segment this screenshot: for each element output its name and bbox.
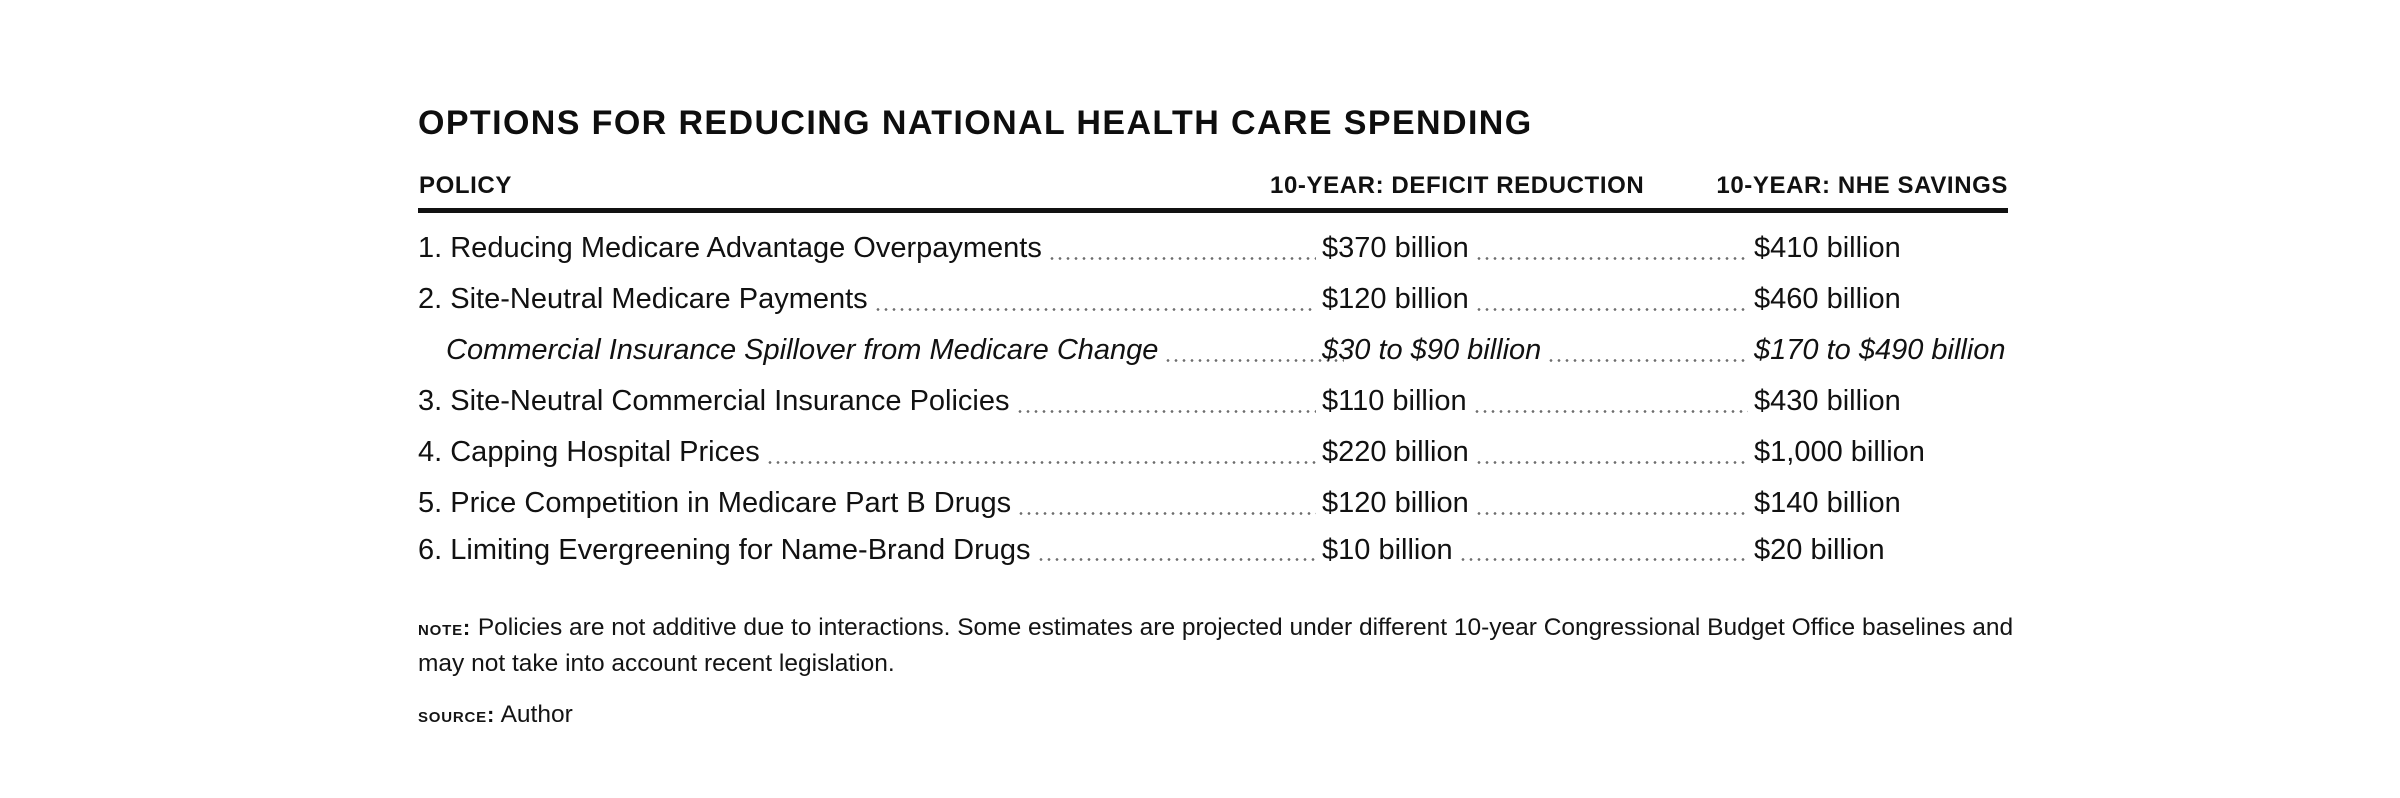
nhe-cell: $430 billion <box>1754 385 1901 417</box>
policy-cell: Commercial Insurance Spillover from Medi… <box>446 334 1159 366</box>
deficit-cell: $120 billion <box>1322 487 1469 519</box>
table-row: 4. Capping Hospital Prices $220 billion … <box>418 427 2008 478</box>
dot-leader <box>1474 461 1748 464</box>
table-title: OPTIONS FOR REDUCING NATIONAL HEALTH CAR… <box>418 104 1533 142</box>
policy-cell: 3. Site-Neutral Commercial Insurance Pol… <box>418 385 1010 417</box>
nhe-cell: $460 billion <box>1754 283 1901 315</box>
table-note: NOTE: Policies are not additive due to i… <box>418 610 2018 682</box>
dot-leader <box>1017 512 1316 515</box>
policy-cell: 6. Limiting Evergreening for Name-Brand … <box>418 534 1031 566</box>
table-row-subitem: Commercial Insurance Spillover from Medi… <box>418 325 2008 376</box>
dot-leader <box>1474 512 1748 515</box>
dot-leader <box>1164 359 1344 362</box>
note-text: Policies are not additive due to interac… <box>418 614 2014 677</box>
table-row: 2. Site-Neutral Medicare Payments $120 b… <box>418 274 2008 325</box>
dot-leader <box>1036 558 1316 561</box>
column-header-deficit-reduction: 10-YEAR: DEFICIT REDUCTION <box>1270 172 1645 199</box>
policy-cell: 5. Price Competition in Medicare Part B … <box>418 487 1012 519</box>
deficit-cell: $110 billion <box>1322 385 1467 417</box>
deficit-cell: $370 billion <box>1322 232 1469 264</box>
deficit-cell: $10 billion <box>1322 534 1453 566</box>
table-body: 1. Reducing Medicare Advantage Overpayme… <box>418 223 2008 572</box>
deficit-cell: $220 billion <box>1322 436 1469 468</box>
policy-cell: 2. Site-Neutral Medicare Payments <box>418 283 868 315</box>
deficit-cell: $120 billion <box>1322 283 1469 315</box>
deficit-cell: $30 to $90 billion <box>1322 334 1542 366</box>
column-header-policy: POLICY <box>419 172 512 199</box>
table-source: SOURCE: Author <box>418 698 2008 732</box>
nhe-cell: $20 billion <box>1754 534 1885 566</box>
nhe-cell: $1,000 billion <box>1754 436 1925 468</box>
table-row: 1. Reducing Medicare Advantage Overpayme… <box>418 223 2008 274</box>
source-label: SOURCE: <box>418 702 496 727</box>
column-header-nhe-savings: 10-YEAR: NHE SAVINGS <box>1716 172 2008 199</box>
dot-leader <box>765 461 1316 464</box>
policy-cell: 1. Reducing Medicare Advantage Overpayme… <box>418 232 1042 264</box>
nhe-cell: $410 billion <box>1754 232 1901 264</box>
policy-cell: 4. Capping Hospital Prices <box>418 436 760 468</box>
dot-leader <box>1015 410 1316 413</box>
dot-leader <box>1458 558 1748 561</box>
table-figure: OPTIONS FOR REDUCING NATIONAL HEALTH CAR… <box>418 100 2013 732</box>
dot-leader <box>1047 257 1316 260</box>
note-label: NOTE: <box>418 615 471 640</box>
dot-leader <box>1472 410 1748 413</box>
table-header: POLICY 10-YEAR: DEFICIT REDUCTION 10-YEA… <box>418 166 2008 213</box>
dot-leader <box>1474 308 1748 311</box>
nhe-cell: $140 billion <box>1754 487 1901 519</box>
dot-leader <box>1474 257 1748 260</box>
dot-leader <box>873 308 1316 311</box>
dot-leader <box>1547 359 1748 362</box>
source-text: Author <box>500 701 573 728</box>
nhe-cell: $170 to $490 billion <box>1754 334 2006 366</box>
table-row: 6. Limiting Evergreening for Name-Brand … <box>418 529 2008 572</box>
table-row: 3. Site-Neutral Commercial Insurance Pol… <box>418 376 2008 427</box>
table-row: 5. Price Competition in Medicare Part B … <box>418 478 2008 529</box>
